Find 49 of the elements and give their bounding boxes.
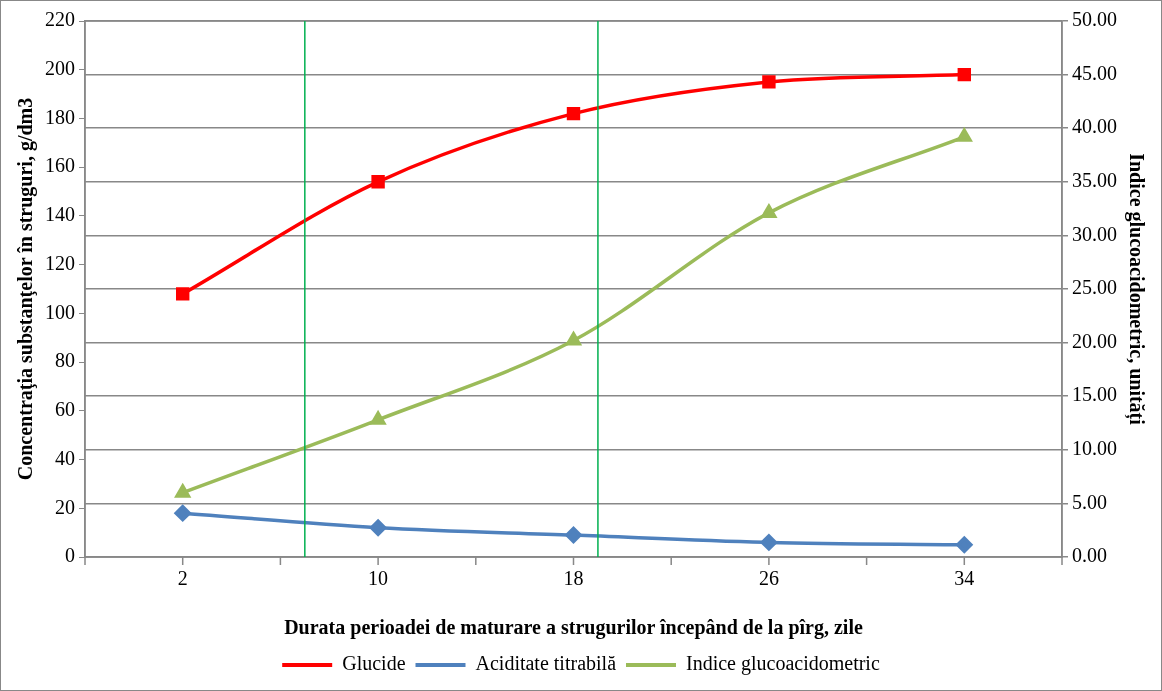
point — [370, 409, 387, 425]
point — [176, 287, 190, 301]
point — [566, 106, 581, 121]
point — [760, 534, 778, 551]
y2-tick-label: 45.00 — [1072, 61, 1117, 84]
y-tick-label: 100 — [45, 300, 75, 323]
y-tick-label: 20 — [55, 495, 75, 518]
x-tick-label: 18 — [563, 567, 584, 590]
y2-tick-label: 35.00 — [1072, 169, 1117, 192]
y2-tick-label: 5.00 — [1072, 490, 1107, 513]
y-tick-label: 200 — [45, 56, 75, 79]
y2-tick-label: 10.00 — [1072, 437, 1117, 460]
y-tick-label: 220 — [45, 8, 75, 31]
x-axis-title: Durata perioadei de maturare a strugurilor începând de la pîrg, zile — [284, 616, 863, 640]
point — [761, 204, 777, 218]
point — [566, 332, 581, 346]
legend-label: Aciditate titrabilă — [475, 652, 617, 675]
x-tick-label: 34 — [954, 567, 975, 590]
point — [956, 126, 973, 142]
x-tick-label: 2 — [177, 567, 188, 590]
point — [371, 175, 385, 189]
legend-label: Glucide — [342, 652, 406, 675]
y-tick-label: 180 — [45, 105, 75, 128]
legend-label: Indice glucoacidometric — [686, 652, 880, 676]
y2-tick-label: 30.00 — [1072, 222, 1117, 245]
point — [369, 519, 387, 537]
y2-tick-label: 50.00 — [1072, 8, 1117, 31]
point — [565, 526, 582, 544]
y-tick-label: 0 — [65, 544, 75, 567]
point — [175, 484, 191, 498]
y2-tick-label: 25.00 — [1072, 276, 1117, 299]
y-tick-label: 80 — [55, 349, 75, 372]
y-tick-label: 160 — [45, 154, 75, 177]
x-tick-label: 26 — [758, 567, 779, 590]
y2-tick-label: 40.00 — [1072, 115, 1117, 138]
y-axis-title: Concentraţia substanţelor în struguri, g/dm3 — [14, 97, 38, 481]
y2-tick-label: 15.00 — [1072, 383, 1117, 406]
y-tick-label: 120 — [45, 251, 75, 274]
point — [956, 536, 973, 554]
y-tick-label: 40 — [55, 446, 75, 469]
y2-tick-label: 20.00 — [1072, 329, 1117, 352]
y2-tick-label: 0.00 — [1072, 544, 1107, 567]
point — [957, 67, 971, 82]
point — [762, 75, 776, 89]
y-tick-label: 140 — [45, 203, 75, 226]
x-tick-label: 10 — [368, 567, 389, 590]
y2-axis-title: Indice glucoacidometric, unități — [1123, 153, 1148, 426]
y-tick-label: 60 — [55, 398, 75, 421]
point — [174, 504, 191, 522]
